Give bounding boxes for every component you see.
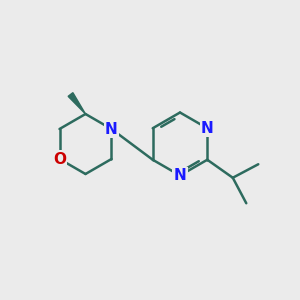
Text: N: N [105,122,118,136]
Text: N: N [201,121,214,136]
Text: O: O [53,152,66,166]
Text: N: N [174,168,186,183]
Polygon shape [68,93,86,114]
